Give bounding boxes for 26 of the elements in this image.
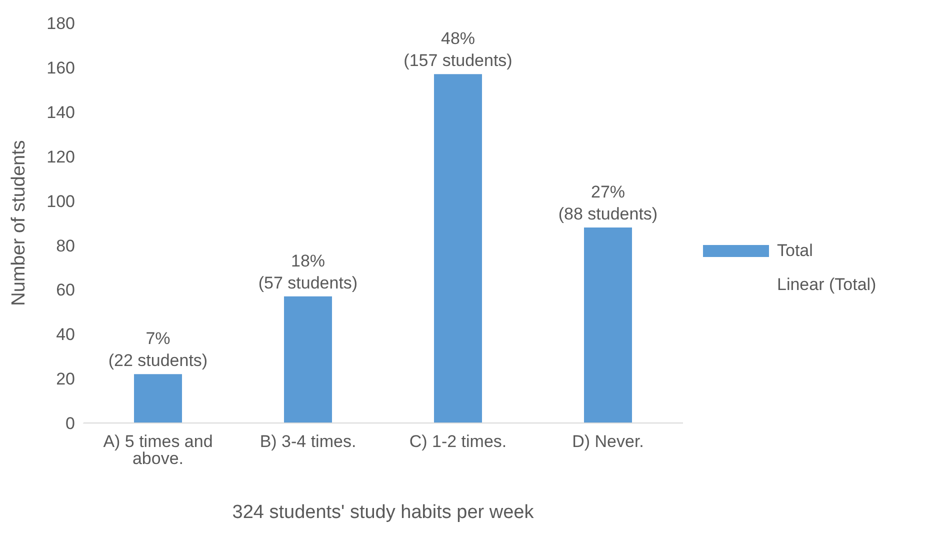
bar [584, 227, 632, 423]
text: Linear (Total) [777, 275, 878, 295]
y-tick-label: 60 [56, 280, 75, 300]
x-tick-label: B) 3-4 times. [260, 432, 356, 452]
bar [134, 374, 182, 423]
bar [284, 296, 332, 423]
bar [434, 74, 482, 423]
y-tick-label: 80 [56, 236, 75, 256]
x-tick-label: D) Never. [572, 432, 644, 452]
y-tick-label: 40 [56, 325, 75, 344]
data-label: 7% (22 students) [108, 329, 208, 370]
y-tick-label: 0 [66, 414, 75, 434]
legend-label: Total [777, 241, 813, 261]
y-tick-label: 160 [46, 58, 75, 78]
x-tick-label: A) 5 times and above. [103, 432, 213, 468]
data-label: 18% (57 students) [258, 251, 358, 292]
data-label: 48% (157 students) [404, 29, 512, 70]
y-axis-title: Number of students [8, 140, 30, 306]
y-tick-label: 120 [46, 147, 75, 166]
x-axis-title: 324 students' study habits per week [232, 502, 534, 523]
data-label: 27% (88 students) [558, 182, 658, 224]
y-tick-label: 180 [46, 14, 75, 34]
y-tick-label: 100 [46, 192, 75, 211]
x-tick-label: C) 1-2 times. [409, 432, 507, 452]
y-tick-label: 140 [46, 102, 75, 122]
y-tick-label: 20 [56, 370, 75, 389]
